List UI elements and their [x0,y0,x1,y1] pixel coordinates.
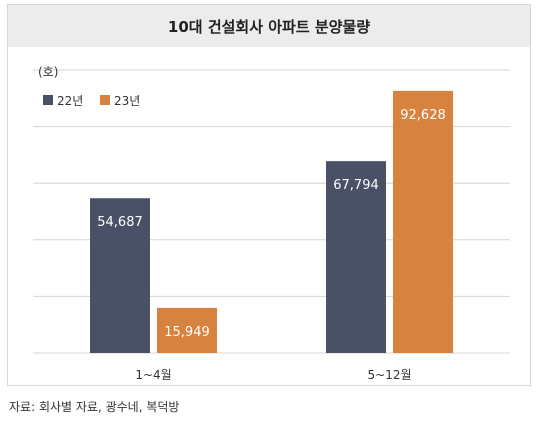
category-label-0: 1~4월 [135,368,171,382]
legend-swatch-0 [43,95,53,105]
data-label-1-0: 67,794 [333,178,379,193]
legend-swatch-1 [100,95,110,105]
data-label-0-0: 54,687 [97,215,143,230]
source-note: 자료: 회사별 자료, 광수네, 복덕방 [9,400,180,414]
bar-1-1 [393,90,453,353]
chart-title: 10대 건설회사 아파트 분양물량 [8,5,530,47]
category-label-1: 5~12월 [368,368,412,382]
bar-0-0 [90,198,150,353]
bar-1-0 [326,161,386,353]
legend-label-1: 23년 [114,94,140,108]
y-axis-unit-label: (호) [38,65,58,79]
data-label-0-1: 15,949 [164,325,210,340]
data-label-1-1: 92,628 [400,108,446,123]
bar-0-1 [157,307,217,353]
legend-label-0: 22년 [57,94,83,108]
